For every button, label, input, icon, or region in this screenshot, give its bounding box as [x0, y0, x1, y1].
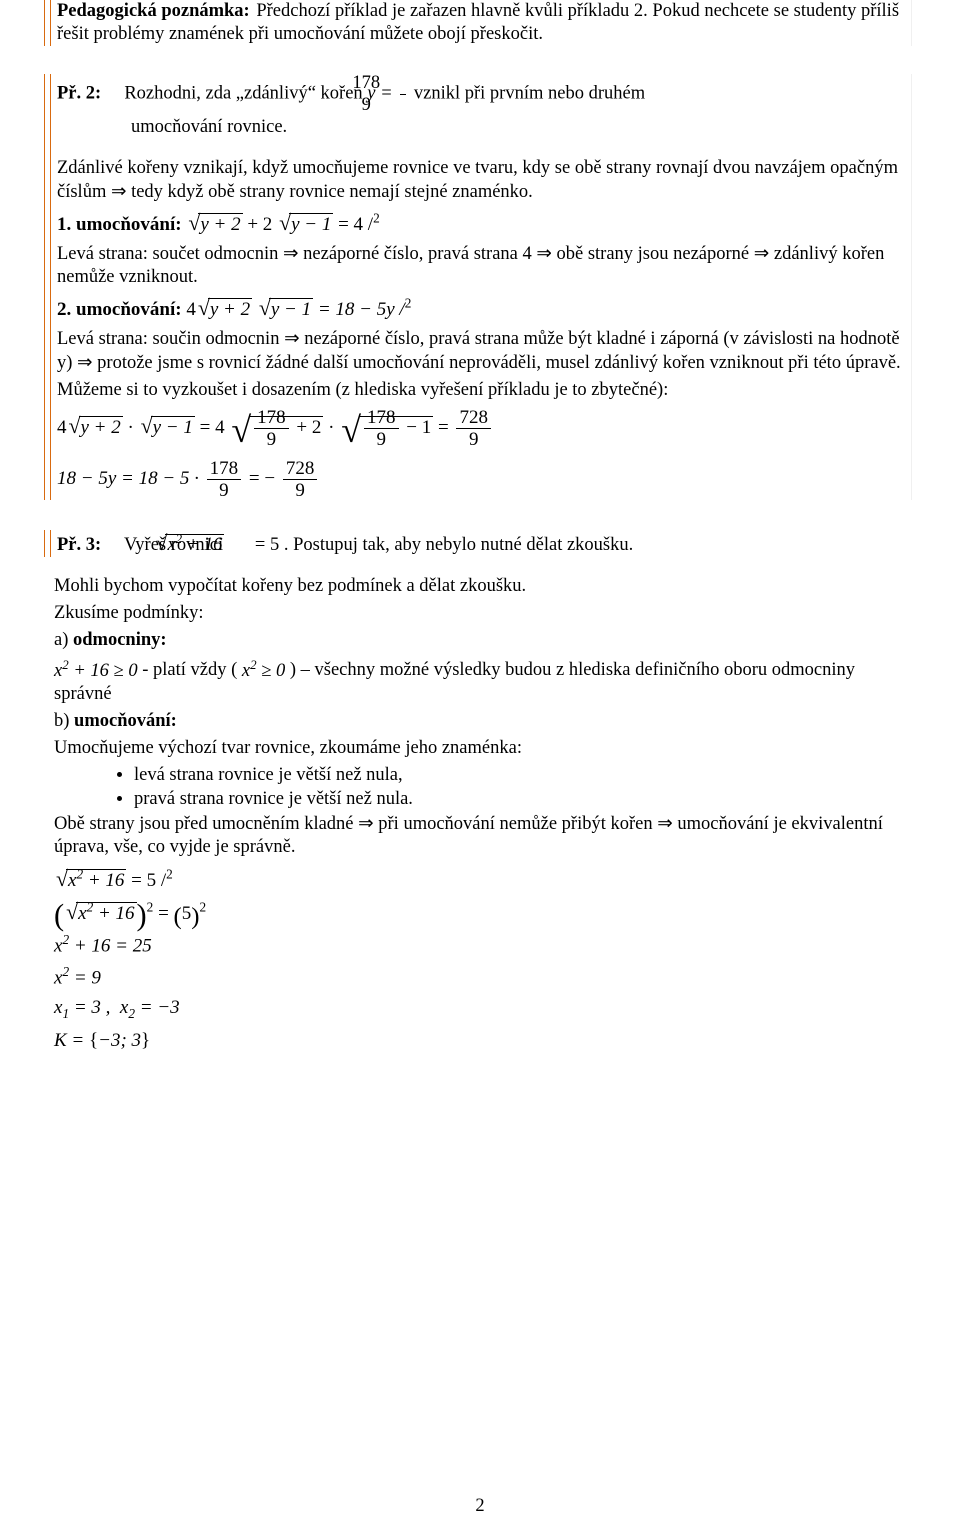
ex3-p3: Obě strany jsou před umocněním kladné ⇒ … — [54, 813, 912, 859]
ex3-eq4: x2 = 9 — [54, 964, 912, 990]
page: Pedagogická poznámka: Předchozí příklad … — [0, 0, 960, 1538]
ex3-eq5: x1 = 3 , x2 = −3 — [54, 996, 912, 1022]
ex2-calc1: 4√y + 2 · √y − 1 = 4 √1789 + 2 · √1789 −… — [57, 408, 911, 453]
note-block: Pedagogická poznámka: Předchozí příklad … — [50, 0, 911, 46]
ex3-eq3: x2 + 16 = 25 — [54, 932, 912, 958]
ex2-step1-text: Levá strana: součet odmocnin ⇒ nezáporné… — [57, 243, 911, 289]
ex2-step2-label: 2. umocňování: — [57, 299, 182, 320]
ex2-step1-label: 1. umocňování: — [57, 214, 182, 235]
note-para: Pedagogická poznámka: Předchozí příklad … — [57, 0, 911, 46]
ex2-p1: Zdánlivé kořeny vznikají, když umocňujem… — [57, 157, 911, 203]
ex3-p2: Zkusíme podmínky: — [54, 602, 912, 625]
ex2-step1-line: 1. umocňování: √y + 2 + 2 √y − 1 = 4 /2 — [57, 210, 911, 237]
ex3-cond-a-body: x2 + 16 ≥ 0 - platí vždy ( x2 ≥ 0 ) – vš… — [54, 656, 912, 705]
sqrt: √y − 1 — [277, 210, 333, 237]
ex3-eq6: K = {−3; 3} — [54, 1029, 912, 1053]
page-number: 2 — [0, 1495, 960, 1518]
ex3-body: Mohli bychom vypočítat kořeny bez podmín… — [44, 575, 912, 1052]
ex2-step2-line: 2. umocňování: 4√y + 2 √y − 1 = 18 − 5y … — [57, 295, 911, 322]
ex2-step2-text: Levá strana: součin odmocnin ⇒ nezáporné… — [57, 328, 911, 374]
ex2-intro: Př. 2: Rozhodni, zda „zdánlivý“ kořen y … — [57, 74, 911, 114]
ex2-block-outer: Př. 2: Rozhodni, zda „zdánlivý“ kořen y … — [44, 74, 912, 500]
ex2-calc2: 18 − 5y = 18 − 5 · 1789 = − 7289 — [57, 459, 911, 500]
ex2-intro-a: Rozhodni, zda „zdánlivý“ kořen — [124, 84, 367, 104]
ex3-eq2: (√x2 + 16)2 = (5)2 — [54, 899, 912, 926]
sqrt: √y + 2 — [196, 295, 252, 322]
ex3-cond-b-text: Umocňujeme výchozí tvar rovnice, zkoumám… — [54, 737, 912, 760]
ex3-bullets: levá strana rovnice je větší než nula, p… — [54, 764, 912, 811]
ex2-frac: 178 9 — [400, 74, 406, 114]
ex3-head-outer: Př. 3: Vyřeš rovnici √x2 + 16 = 5 . Post… — [44, 530, 912, 557]
ex3-head: Př. 3: Vyřeš rovnici √x2 + 16 = 5 . Post… — [50, 530, 912, 557]
ex3-p1: Mohli bychom vypočítat kořeny bez podmín… — [54, 575, 912, 598]
ex3-intro: Př. 3: Vyřeš rovnici √x2 + 16 = 5 . Post… — [57, 530, 912, 557]
ex2-label: Př. 2: — [57, 84, 101, 104]
ex3-label: Př. 3: — [57, 535, 101, 555]
sqrt: √y + 2 — [186, 210, 242, 237]
ex2-intro-c: umocňování rovnice. — [57, 116, 911, 139]
bullet1: levá strana rovnice je větší než nula, — [134, 764, 912, 787]
bullet2: pravá strana rovnice je větší než nula. — [134, 788, 912, 811]
ex3-intro-c: . Postupuj tak, aby nebylo nutné dělat z… — [284, 535, 633, 555]
sqrt: √y − 1 — [257, 295, 313, 322]
note-block-outer: Pedagogická poznámka: Předchozí příklad … — [44, 0, 912, 46]
ex3-cond-a-h: a) odmocniny: — [54, 629, 912, 652]
ex3-eq1: √x2 + 16 = 5 /2 — [54, 866, 912, 893]
ex2-check-text: Můžeme si to vyzkoušet i dosazením (z hl… — [57, 379, 911, 402]
note-label: Pedagogická poznámka: — [57, 1, 250, 21]
ex2-intro-b: vznikl při prvním nebo druhém — [414, 84, 645, 104]
ex3-intro-b: = 5 — [255, 535, 279, 555]
ex2-block: Př. 2: Rozhodni, zda „zdánlivý“ kořen y … — [50, 74, 911, 500]
ex3-cond-b-h: b) umocňování: — [54, 710, 912, 733]
